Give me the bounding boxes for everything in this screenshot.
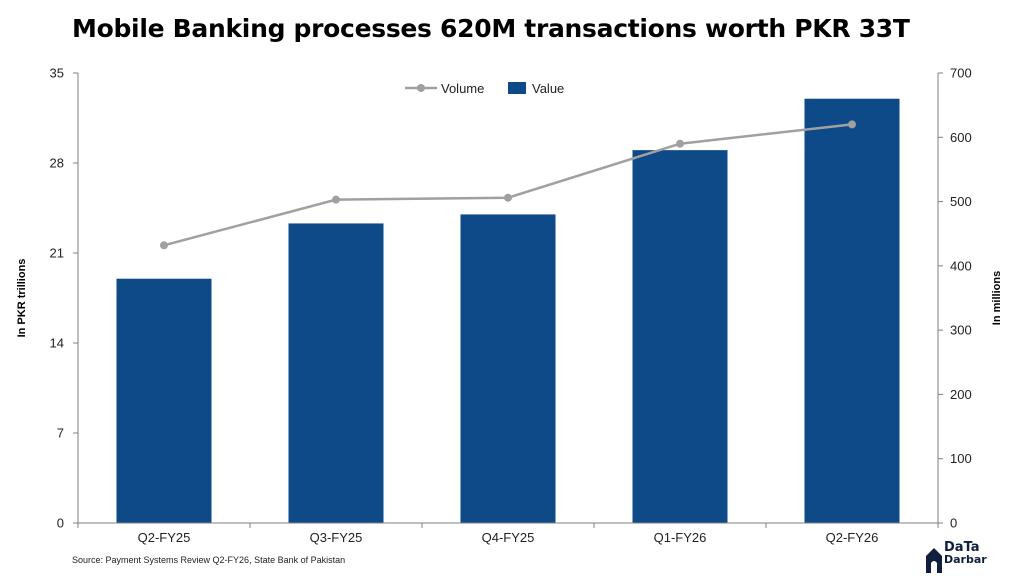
- bar-q3-fy25: [288, 223, 384, 523]
- y2-tick-label: 400: [950, 258, 972, 273]
- y2-tick-label: 100: [950, 451, 972, 466]
- y-tick-label: 0: [57, 516, 64, 531]
- volume-point-q4-fy25: [504, 193, 512, 202]
- y2-tick-label: 500: [950, 194, 972, 209]
- y2-tick-label: 700: [950, 66, 972, 81]
- y2-tick-label: 200: [950, 387, 972, 402]
- bar-q1-fy26: [632, 150, 728, 523]
- volume-point-q3-fy25: [332, 195, 340, 204]
- y-tick-label: 28: [50, 156, 64, 171]
- bar-q2-fy26: [804, 98, 900, 523]
- volume-point-q1-fy26: [676, 139, 684, 148]
- volume-point-q2-fy26: [848, 120, 856, 129]
- x-tick-label: Q2-FY26: [826, 530, 879, 545]
- chart-title: Mobile Banking processes 620M transactio…: [72, 14, 910, 43]
- y2-tick-label: 300: [950, 323, 972, 338]
- logo-line-1: DaTa: [944, 540, 980, 555]
- bar-q2-fy25: [116, 278, 212, 523]
- source-note: Source: Payment Systems Review Q2-FY26, …: [72, 555, 346, 565]
- legend-value-swatch: [508, 82, 526, 94]
- y-axis-title: In PKR trillions: [16, 259, 28, 338]
- x-tick-label: Q2-FY25: [138, 530, 191, 545]
- logo-house-icon: [926, 548, 942, 573]
- legend-volume-marker: [417, 84, 425, 92]
- bar-q4-fy25: [460, 214, 556, 523]
- x-tick-label: Q4-FY25: [482, 530, 535, 545]
- data-darbar-logo: DaTa Darbar: [924, 540, 1016, 574]
- y-tick-label: 35: [50, 66, 64, 81]
- x-tick-label: Q1-FY26: [654, 530, 707, 545]
- logo-line-2: Darbar: [944, 553, 987, 566]
- y2-axis-title: In millions: [991, 271, 1003, 325]
- x-tick-label: Q3-FY25: [310, 530, 363, 545]
- volume-point-q2-fy25: [160, 241, 168, 250]
- y2-tick-label: 0: [950, 516, 957, 531]
- legend-volume-label: Volume: [441, 81, 484, 96]
- y2-tick-label: 600: [950, 130, 972, 145]
- y-tick-label: 14: [50, 336, 64, 351]
- y-tick-label: 21: [50, 246, 64, 261]
- y-tick-label: 7: [57, 426, 64, 441]
- legend-value-label: Value: [532, 81, 564, 96]
